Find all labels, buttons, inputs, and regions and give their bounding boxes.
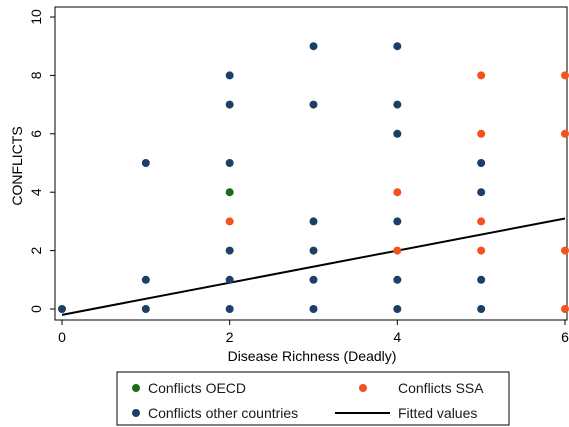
data-point-oecd — [225, 188, 234, 197]
data-point-other — [225, 71, 234, 80]
data-point-other — [141, 305, 150, 313]
data-point-other — [393, 42, 402, 51]
y-tick-label: 0 — [28, 305, 44, 313]
data-point-other — [141, 159, 150, 167]
data-point-other — [309, 275, 318, 284]
data-point-other — [225, 275, 234, 284]
data-point-ssa — [477, 246, 486, 255]
data-point-ssa — [393, 188, 402, 197]
data-point-other — [477, 188, 486, 197]
data-point-other — [477, 275, 486, 284]
data-point-ssa — [225, 217, 234, 226]
fit-layer — [61, 217, 566, 316]
data-point-other — [393, 305, 402, 313]
data-point-other — [225, 246, 234, 255]
y-tick-label: 8 — [28, 71, 44, 79]
data-point-other — [309, 217, 318, 226]
data-point-other — [477, 159, 486, 167]
data-point-other — [309, 42, 318, 51]
legend-label-other: Conflicts other countries — [148, 405, 298, 421]
legend-label-fitted: Fitted values — [398, 405, 477, 421]
data-point-other — [58, 305, 66, 313]
data-point-ssa — [561, 71, 569, 80]
fitted-values-line — [61, 217, 566, 316]
y-axis-title: CONFLICTS — [9, 126, 25, 205]
data-point-other — [393, 275, 402, 284]
data-point-other — [225, 305, 234, 313]
y-tick-label: 4 — [28, 188, 44, 196]
y-tick-label: 6 — [28, 130, 44, 138]
x-tick-label: 0 — [58, 329, 66, 345]
data-point-other — [141, 275, 150, 284]
x-axis: 0 2 4 6 — [58, 320, 569, 345]
data-point-ssa — [393, 246, 402, 255]
x-tick-label: 4 — [393, 329, 401, 345]
data-point-other — [309, 100, 318, 109]
data-point-other — [309, 246, 318, 255]
data-point-other — [393, 100, 402, 109]
data-point-ssa — [477, 129, 486, 138]
data-point-other — [393, 217, 402, 226]
legend: Conflicts OECD Conflicts SSA Conflicts o… — [116, 371, 510, 426]
y-axis: 0 2 4 6 8 10 — [28, 9, 55, 313]
y-tick-label: 10 — [28, 9, 44, 25]
data-point-other — [393, 129, 402, 138]
x-tick-label: 2 — [226, 329, 234, 345]
legend-marker-other — [132, 409, 140, 417]
data-point-ssa — [561, 246, 569, 255]
plot-area — [54, 6, 568, 321]
data-point-other — [225, 100, 234, 109]
data-point-ssa — [477, 217, 486, 226]
legend-box — [116, 371, 510, 426]
legend-label-oecd: Conflicts OECD — [148, 380, 246, 396]
legend-marker-ssa — [359, 384, 367, 392]
y-tick-label: 2 — [28, 246, 44, 254]
data-point-other — [309, 305, 318, 313]
legend-marker-oecd — [132, 384, 140, 392]
data-point-ssa — [477, 71, 486, 80]
x-axis-title: Disease Richness (Deadly) — [228, 348, 397, 364]
data-point-ssa — [561, 129, 569, 138]
legend-label-ssa: Conflicts SSA — [398, 380, 484, 396]
points-layer — [58, 42, 569, 313]
data-point-other — [225, 159, 234, 167]
data-point-other — [477, 305, 486, 313]
data-point-ssa — [561, 305, 569, 313]
x-tick-label: 6 — [561, 329, 569, 345]
